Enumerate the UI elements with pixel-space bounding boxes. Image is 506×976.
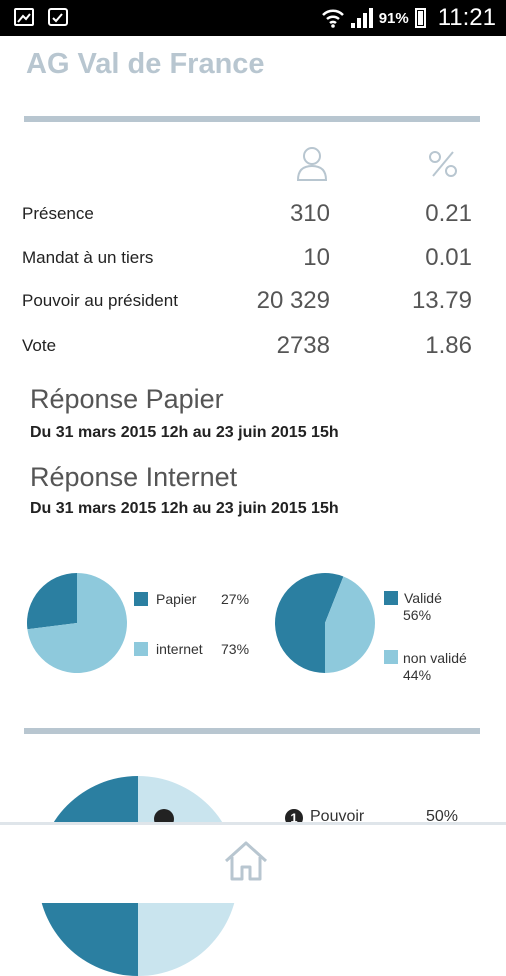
signal-icon	[350, 8, 373, 28]
briefcase-icon	[48, 8, 68, 26]
pie-slice-valide	[275, 573, 344, 673]
legend-value-papier: 27%	[221, 591, 250, 607]
stat-count: 2738	[276, 332, 330, 359]
legend-label-internet: internet	[156, 641, 203, 657]
percent-icon	[429, 151, 457, 177]
stat-label: Vote	[22, 336, 57, 355]
stat-label: Pouvoir au président	[22, 291, 178, 310]
legend-swatch-non-valide	[384, 650, 398, 664]
legend-label-non-valide: non validé	[403, 650, 467, 666]
status-bar: 91% 11:21	[0, 0, 506, 36]
svg-text:1: 1	[290, 811, 297, 826]
stat-percent: 1.86	[425, 332, 472, 359]
stat-count: 310	[289, 200, 330, 227]
image-icon	[14, 8, 34, 26]
legend-label-papier: Papier	[156, 591, 197, 607]
battery-icon	[414, 8, 426, 28]
legend-value-non-valide: 44%	[403, 667, 432, 683]
stat-row-presence: Présence 310 0.21	[22, 200, 472, 230]
pie-slice-non-valide	[325, 576, 375, 673]
person-icon	[296, 147, 328, 181]
pie-chart-response-type	[26, 573, 127, 673]
stat-count: 10	[303, 244, 330, 271]
divider	[24, 728, 480, 734]
section-period-internet: Du 31 mars 2015 12h au 23 juin 2015 15h	[30, 500, 339, 517]
legend-swatch-valide	[384, 591, 398, 605]
stat-label: Mandat à un tiers	[22, 248, 154, 267]
pie-slice-internet	[27, 573, 127, 673]
home-icon[interactable]	[222, 839, 270, 883]
stat-row-vote: Vote 2738 1.86	[22, 332, 472, 362]
pie-chart-validation	[275, 573, 375, 673]
stat-percent: 0.21	[425, 200, 472, 227]
legend-value-internet: 73%	[221, 641, 250, 657]
stat-count: 20 329	[256, 287, 330, 314]
legend-label-pouvoir: Pouvoir	[310, 808, 365, 825]
legend-value-pouvoir: 50%	[426, 808, 459, 825]
stat-percent: 13.79	[411, 287, 472, 314]
clock: 11:21	[437, 4, 496, 31]
page-title: AG Val de France	[26, 48, 265, 80]
bottom-nav	[0, 822, 506, 903]
legend-value-valide: 56%	[403, 607, 432, 623]
section-title-paper: Réponse Papier	[30, 384, 224, 414]
legend-swatch-papier	[134, 592, 148, 606]
stat-row-pouvoir: Pouvoir au président 20 329 13.79	[22, 287, 472, 317]
section-period-paper: Du 31 mars 2015 12h au 23 juin 2015 15h	[30, 424, 339, 441]
legend-swatch-internet	[134, 642, 148, 656]
pie-slice-papier	[26, 573, 77, 630]
wifi-icon	[321, 9, 344, 28]
legend-label-valide: Validé	[404, 590, 442, 606]
stat-label: Présence	[22, 204, 94, 223]
stat-row-mandat: Mandat à un tiers 10 0.01	[22, 244, 472, 274]
battery-percent: 91%	[378, 9, 409, 27]
divider	[24, 116, 480, 122]
stat-percent: 0.01	[425, 244, 472, 271]
section-title-internet: Réponse Internet	[30, 462, 238, 492]
